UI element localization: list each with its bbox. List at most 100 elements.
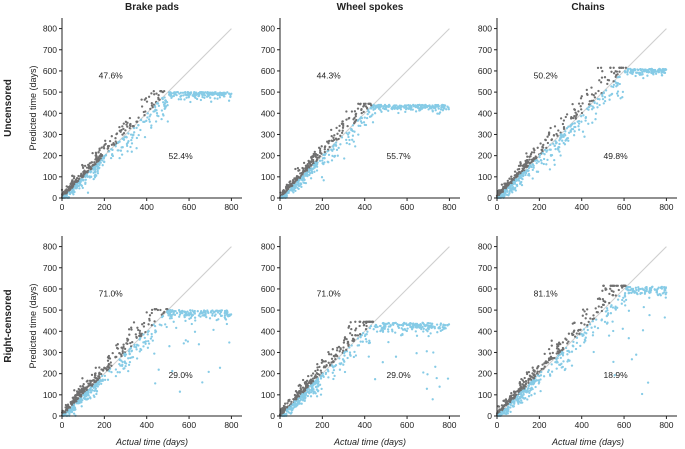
point-underestimate	[602, 91, 605, 94]
point-underestimate	[146, 333, 149, 336]
point-underestimate	[446, 323, 449, 327]
point-overestimate	[559, 117, 563, 120]
y-tick-label: 300	[478, 129, 492, 139]
point-underestimate	[559, 154, 562, 157]
point-underestimate	[527, 384, 530, 387]
point-underestimate	[356, 337, 360, 340]
point-underestimate	[218, 312, 222, 316]
point-underestimate	[622, 296, 625, 299]
point-overestimate	[558, 350, 562, 353]
point-overestimate	[150, 102, 153, 105]
point-underestimate	[633, 67, 636, 71]
point-underestimate	[590, 326, 593, 329]
point-underestimate	[591, 334, 595, 337]
point-underestimate	[627, 337, 630, 340]
point-overestimate	[66, 407, 69, 410]
point-overestimate	[126, 337, 129, 340]
point-underestimate	[179, 98, 183, 101]
point-overestimate	[299, 387, 302, 390]
point-overestimate	[90, 161, 94, 164]
point-overestimate	[535, 156, 538, 159]
point-underestimate	[596, 97, 600, 101]
point-underestimate	[521, 177, 524, 181]
point-underestimate	[443, 106, 446, 109]
point-underestimate	[367, 355, 370, 358]
point-underestimate	[524, 397, 527, 400]
point-underestimate	[208, 317, 212, 320]
point-overestimate	[369, 320, 372, 323]
point-underestimate	[93, 384, 96, 387]
point-underestimate	[228, 341, 231, 344]
y-tick-label: 400	[261, 108, 275, 118]
point-underestimate	[663, 68, 666, 71]
point-overestimate	[80, 389, 83, 392]
point-overestimate	[93, 380, 97, 384]
point-overestimate	[350, 327, 353, 331]
y-tick-label: 0	[270, 193, 275, 203]
point-underestimate	[553, 158, 556, 162]
point-underestimate	[176, 90, 179, 94]
point-underestimate	[595, 102, 599, 105]
point-underestimate	[334, 144, 338, 147]
point-overestimate	[539, 142, 542, 145]
panel-title-chains: Chains	[571, 2, 605, 13]
point-underestimate	[333, 154, 337, 158]
point-overestimate	[580, 111, 584, 115]
point-underestimate	[584, 119, 587, 122]
point-underestimate	[206, 309, 209, 312]
point-overestimate	[110, 143, 114, 146]
point-overestimate	[100, 372, 103, 376]
point-underestimate	[372, 108, 375, 111]
point-overestimate	[159, 308, 162, 312]
point-overestimate	[315, 156, 318, 159]
point-overestimate	[546, 141, 550, 145]
point-underestimate	[217, 318, 220, 321]
point-overestimate	[555, 343, 559, 346]
point-overestimate	[91, 383, 95, 386]
point-overestimate	[77, 177, 81, 180]
point-underestimate	[289, 407, 293, 411]
point-underestimate	[298, 184, 301, 187]
point-overestimate	[91, 151, 94, 155]
point-overestimate	[64, 411, 67, 414]
point-underestimate	[306, 173, 309, 176]
point-overestimate	[567, 340, 570, 343]
point-underestimate	[186, 91, 190, 94]
point-overestimate	[77, 387, 80, 391]
point-underestimate	[309, 177, 313, 180]
point-overestimate	[342, 346, 345, 349]
point-overestimate	[550, 138, 553, 142]
point-overestimate	[297, 391, 301, 394]
point-overestimate	[338, 129, 341, 132]
point-underestimate	[570, 364, 574, 367]
point-underestimate	[216, 97, 219, 100]
point-underestimate	[573, 125, 576, 129]
point-underestimate	[338, 368, 342, 371]
point-overestimate	[328, 139, 331, 143]
point-underestimate	[532, 164, 535, 167]
point-underestimate	[421, 104, 425, 107]
point-underestimate	[364, 123, 368, 127]
point-overestimate	[67, 404, 70, 407]
point-underestimate	[318, 159, 322, 162]
y-tick-label: 200	[261, 369, 275, 379]
point-overestimate	[125, 123, 128, 126]
point-overestimate	[303, 387, 306, 390]
point-underestimate	[330, 159, 334, 162]
point-overestimate	[519, 382, 522, 386]
point-underestimate	[387, 109, 390, 112]
point-underestimate	[381, 361, 384, 364]
point-underestimate	[621, 298, 624, 302]
point-underestimate	[154, 382, 157, 385]
point-overestimate	[581, 102, 584, 105]
point-overestimate	[501, 406, 505, 409]
point-underestimate	[315, 162, 318, 165]
percent-below-label: 49.8%	[604, 151, 629, 161]
point-underestimate	[143, 135, 147, 139]
point-overestimate	[371, 320, 374, 323]
point-overestimate	[358, 333, 362, 336]
point-underestimate	[294, 189, 297, 193]
point-overestimate	[282, 404, 286, 408]
point-underestimate	[513, 402, 516, 405]
